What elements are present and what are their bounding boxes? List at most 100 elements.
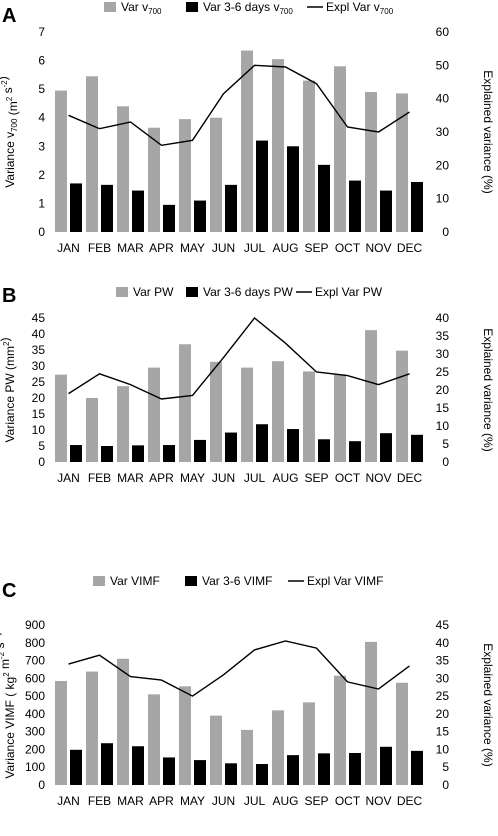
y-tick-label: 40 xyxy=(32,327,46,341)
bar-total-variance xyxy=(86,76,98,233)
x-tick-label: MAY xyxy=(180,471,205,485)
line-explained-variance xyxy=(68,64,410,147)
y-tick-label: 20 xyxy=(32,391,46,405)
bar-3-6-day-variance xyxy=(411,434,423,462)
bar-3-6-day-variance xyxy=(349,753,361,785)
y-tick-label: 0 xyxy=(38,778,45,792)
bar-total-variance xyxy=(179,344,191,462)
y2-axis-label: Explained variance (%) xyxy=(481,328,495,451)
bar-3-6-day-variance xyxy=(132,746,144,785)
y-tick-label: 500 xyxy=(25,689,45,703)
y-axis-label: Variance v700 (m2 s-2) xyxy=(0,76,20,187)
bar-3-6-day-variance xyxy=(194,439,206,462)
bar-3-6-day-variance xyxy=(194,200,206,232)
y-tick-label: 0 xyxy=(38,225,45,239)
x-tick-label: FEB xyxy=(88,241,111,255)
y-tick-label: 10 xyxy=(32,423,46,437)
x-tick-label: JUN xyxy=(212,471,235,485)
legend-label: Var VIMF xyxy=(110,574,160,588)
y-tick-label: 30 xyxy=(32,359,46,373)
bar-total-variance xyxy=(117,106,129,232)
x-tick-label: NOV xyxy=(365,794,391,808)
bar-total-variance xyxy=(117,658,129,785)
line-explained-variance xyxy=(68,317,410,400)
x-tick-label: MAY xyxy=(180,794,205,808)
legend-label: Var 3-6 days v700 xyxy=(203,0,293,16)
bar-3-6-day-variance xyxy=(194,760,206,785)
bar-total-variance xyxy=(55,90,67,232)
x-tick-label: NOV xyxy=(365,471,391,485)
y2-tick-label: 0 xyxy=(442,225,449,239)
bar-total-variance xyxy=(241,50,253,233)
y2-tick-label: 45 xyxy=(436,618,450,632)
legend-label: Var v700 xyxy=(121,0,162,16)
y2-tick-label: 40 xyxy=(436,92,450,106)
legend-label: Expl Var PW xyxy=(315,285,383,299)
y-axis-label: Variance VIMF ( kg2 m-2 s-2) xyxy=(0,631,17,778)
x-tick-label: OCT xyxy=(335,241,361,255)
x-tick-label: JAN xyxy=(57,241,80,255)
bar-total-variance xyxy=(117,386,129,462)
y-tick-label: 5 xyxy=(38,439,45,453)
bar-3-6-day-variance xyxy=(70,749,82,785)
bar-total-variance xyxy=(55,681,67,785)
bar-3-6-day-variance xyxy=(318,753,330,785)
bar-total-variance xyxy=(148,127,160,232)
panel-letter: A xyxy=(2,5,16,27)
bar-total-variance xyxy=(396,350,408,462)
y-tick-label: 100 xyxy=(25,760,45,774)
y2-tick-label: 20 xyxy=(436,383,450,397)
legend-swatch xyxy=(93,576,105,586)
y2-tick-label: 30 xyxy=(436,125,450,139)
bar-3-6-day-variance xyxy=(163,204,175,232)
y2-tick-label: 25 xyxy=(436,689,450,703)
y2-axis-label: Explained variance (%) xyxy=(481,643,495,766)
x-tick-label: AUG xyxy=(272,241,298,255)
y-tick-label: 800 xyxy=(25,636,45,650)
bar-3-6-day-variance xyxy=(287,429,299,462)
bar-total-variance xyxy=(210,715,222,785)
x-tick-label: JUL xyxy=(244,471,266,485)
bar-3-6-day-variance xyxy=(411,750,423,785)
bar-total-variance xyxy=(210,361,222,462)
bar-3-6-day-variance xyxy=(163,445,175,462)
y-tick-label: 400 xyxy=(25,707,45,721)
y2-tick-label: 25 xyxy=(436,365,450,379)
bar-3-6-day-variance xyxy=(132,190,144,232)
x-tick-label: MAY xyxy=(180,241,205,255)
legend-swatch xyxy=(104,2,116,12)
y-tick-label: 1 xyxy=(38,196,45,210)
y2-tick-label: 5 xyxy=(442,437,449,451)
bar-3-6-day-variance xyxy=(380,746,392,785)
y2-tick-label: 35 xyxy=(436,654,450,668)
bar-3-6-day-variance xyxy=(349,180,361,232)
y2-tick-label: 5 xyxy=(442,760,449,774)
y2-tick-label: 10 xyxy=(436,742,450,756)
x-tick-label: JUL xyxy=(244,241,266,255)
bar-total-variance xyxy=(303,702,315,785)
y2-tick-label: 35 xyxy=(436,329,450,343)
legend-swatch xyxy=(186,287,198,297)
x-tick-label: AUG xyxy=(272,471,298,485)
panel-letter: B xyxy=(2,285,16,307)
y2-tick-label: 20 xyxy=(436,158,450,172)
y2-tick-label: 0 xyxy=(442,778,449,792)
y-tick-label: 2 xyxy=(38,168,45,182)
y-tick-label: 6 xyxy=(38,54,45,68)
bar-3-6-day-variance xyxy=(256,424,268,462)
x-tick-label: APR xyxy=(149,794,174,808)
y-tick-label: 25 xyxy=(32,375,46,389)
legend-label: Var PW xyxy=(133,285,174,299)
x-tick-label: JAN xyxy=(57,794,80,808)
bar-3-6-day-variance xyxy=(287,146,299,232)
x-tick-label: SEP xyxy=(304,471,328,485)
bar-total-variance xyxy=(365,92,377,232)
x-tick-label: SEP xyxy=(304,794,328,808)
y2-tick-label: 10 xyxy=(436,192,450,206)
line-explained-variance xyxy=(68,640,410,697)
bar-3-6-day-variance xyxy=(318,164,330,232)
x-tick-label: APR xyxy=(149,471,174,485)
x-tick-label: DEC xyxy=(397,471,423,485)
bar-total-variance xyxy=(303,371,315,462)
